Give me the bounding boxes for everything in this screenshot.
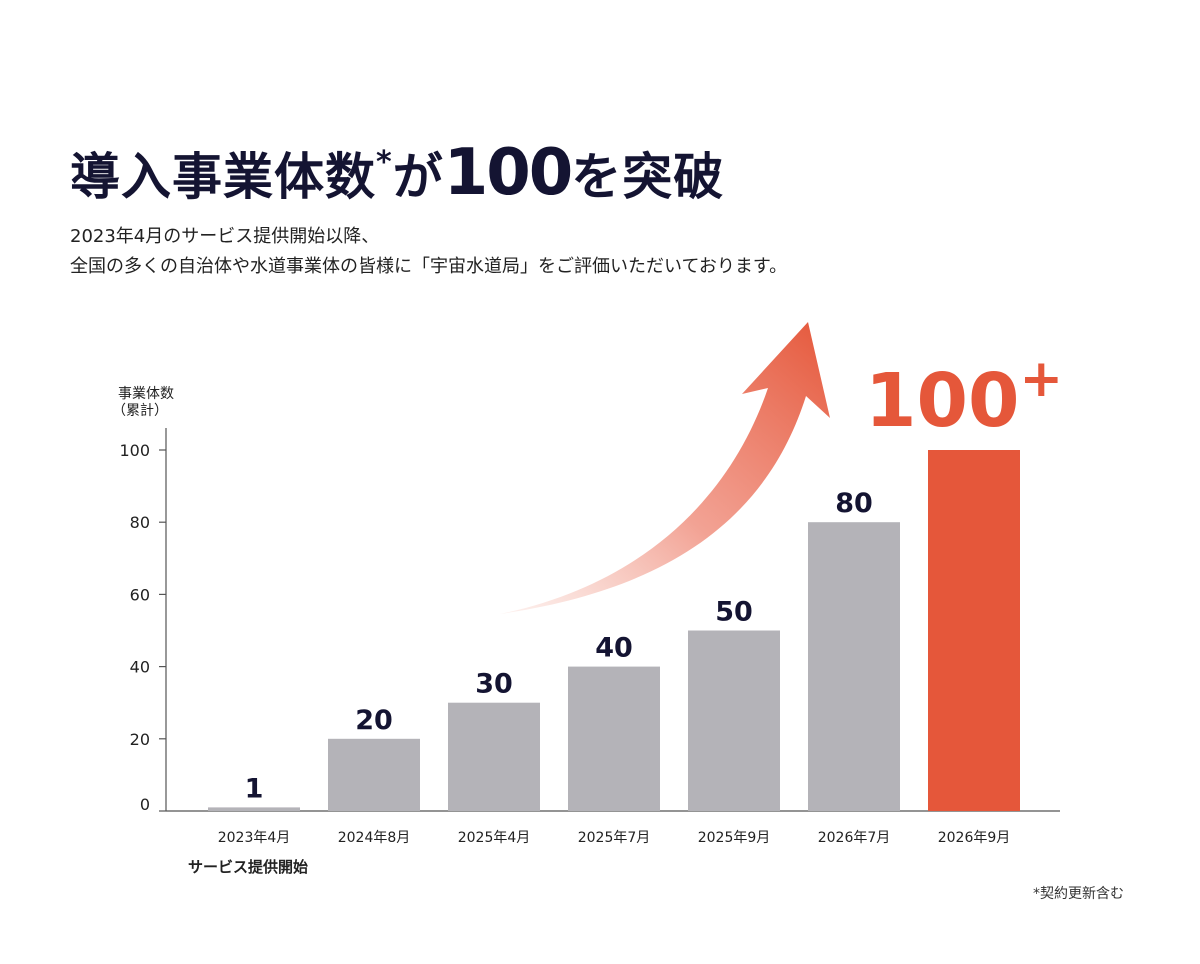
x-tick-note: サービス提供開始 — [188, 858, 308, 876]
bar-2 — [328, 738, 420, 811]
y-tick-label: 40 — [130, 658, 150, 677]
headline-number: 100 — [443, 136, 574, 210]
bar-7 — [928, 450, 1020, 811]
bar-5 — [688, 630, 780, 811]
y-tick-label: 80 — [130, 513, 150, 532]
x-tick-label-7: 2026年9月 — [938, 830, 1011, 846]
data-label-5: 50 — [715, 597, 753, 628]
y-axis-label-line2: （累計） — [112, 403, 168, 419]
x-tick-label-4: 2025年7月 — [578, 830, 651, 846]
y-tick-label: 0 — [140, 795, 150, 814]
y-tick-label: 60 — [130, 585, 150, 604]
data-label-4: 40 — [595, 633, 633, 664]
x-tick-label-3: 2025年4月 — [458, 830, 531, 846]
subtitle-line1: 2023年4月のサービス提供開始以降、 — [70, 226, 380, 247]
x-tick-label-6: 2026年7月 — [818, 830, 891, 846]
y-axis-label-line1: 事業体数 — [118, 386, 174, 402]
data-label-plus: + — [1019, 349, 1063, 409]
x-tick-label-1: 2023年4月 — [218, 830, 291, 846]
subtitle: 2023年4月のサービス提供開始以降、 全国の多くの自治体や水道事業体の皆様に「… — [70, 222, 787, 282]
bar-4 — [568, 666, 660, 811]
headline-part3: を突破 — [571, 148, 725, 206]
data-label-2: 20 — [355, 705, 393, 736]
growth-arrow-icon — [500, 322, 830, 614]
subtitle-line2: 全国の多くの自治体や水道事業体の皆様に「宇宙水道局」をご評価いただいております。 — [70, 256, 788, 277]
footnote: *契約更新含む — [1033, 886, 1124, 902]
data-label-3: 30 — [475, 669, 513, 700]
bar-6 — [808, 522, 900, 811]
bar-3 — [448, 702, 540, 811]
data-label-7: 100+ — [865, 349, 1063, 444]
data-label-value: 100 — [865, 358, 1019, 444]
headline-part1: 導入事業体数 — [70, 148, 376, 206]
x-tick-label-5: 2025年9月 — [698, 830, 771, 846]
headline-part2: が — [392, 148, 444, 206]
data-label-6: 80 — [835, 488, 873, 519]
headline-asterisk: * — [376, 145, 393, 180]
x-tick-label-2: 2024年8月 — [338, 830, 411, 846]
y-tick-label: 100 — [119, 441, 150, 460]
y-tick-label: 20 — [130, 730, 150, 749]
data-label-1: 1 — [245, 773, 264, 804]
bar-1 — [208, 807, 300, 811]
headline: 導入事業体数*が100を突破 — [70, 128, 724, 212]
